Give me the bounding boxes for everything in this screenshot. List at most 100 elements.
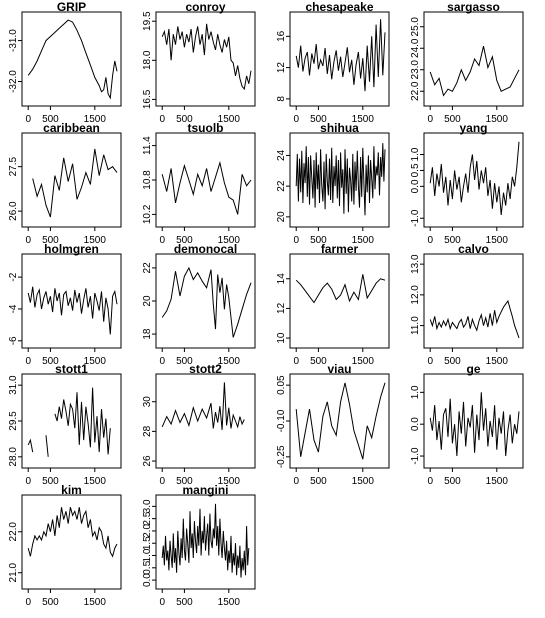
panel-title: shihua — [320, 121, 359, 135]
x-tick-label: 500 — [310, 356, 327, 367]
panel-title: conroy — [185, 0, 225, 14]
plot-frame — [155, 132, 256, 228]
plot-frame — [21, 494, 122, 590]
x-tick-label: 1500 — [486, 114, 509, 125]
x-tick-label: 1500 — [218, 356, 241, 367]
y-tick-label: 25.0 — [410, 17, 421, 37]
plot-frame — [289, 132, 390, 228]
series-line — [27, 286, 118, 335]
panel-caribbean: caribbean 0 500 1500 26.0 27.5 — [8, 121, 122, 246]
plot-frame — [155, 11, 256, 107]
y-tick-label: 0.0 — [142, 573, 153, 587]
y-tick-label: 2.0 — [142, 524, 153, 538]
x-tick-label: 1500 — [352, 356, 375, 367]
x-tick-label: 0 — [25, 356, 31, 367]
y-tick-label: 26.0 — [8, 201, 19, 221]
plot-frame — [21, 253, 122, 349]
y-tick-label: 11.4 — [142, 136, 153, 155]
x-tick-label: 0 — [293, 356, 299, 367]
y-tick-label: 22 — [142, 262, 153, 274]
y-tick-label: 1.0 — [142, 548, 153, 562]
series-line — [295, 382, 386, 460]
panel-title: mangini — [182, 483, 228, 497]
x-tick-label: 0 — [159, 597, 165, 608]
x-tick-label: 500 — [176, 356, 193, 367]
x-tick-label: 0 — [25, 597, 31, 608]
series-line — [161, 160, 252, 215]
panel-title: stott2 — [189, 362, 222, 376]
x-tick-label: 500 — [42, 597, 59, 608]
series-line — [161, 23, 252, 91]
series-line — [161, 382, 245, 430]
y-tick-label: 28.0 — [8, 447, 19, 467]
y-tick-label: -4 — [8, 304, 19, 313]
x-tick-label: 1500 — [218, 235, 241, 246]
y-tick-label: 13.0 — [410, 254, 421, 274]
y-tick-label: 22.0 — [8, 522, 19, 542]
panel-title: stott1 — [55, 362, 88, 376]
y-tick-label: 29.5 — [8, 411, 19, 431]
series-line — [295, 143, 386, 216]
series-line — [27, 507, 118, 558]
y-tick-label: 0.0 — [410, 417, 421, 431]
x-tick-label: 1500 — [84, 114, 107, 125]
y-tick-label: 14 — [276, 273, 287, 285]
panel-sargasso: sargasso 0 500 1500 22.023.0 24.025.0 — [410, 0, 524, 125]
y-tick-label: 10 — [276, 332, 287, 344]
x-tick-label: 500 — [310, 235, 327, 246]
y-tick-label: 24.0 — [410, 38, 421, 58]
series-line — [27, 387, 111, 457]
series-line — [429, 299, 520, 339]
x-tick-label: 0 — [427, 476, 433, 487]
y-tick-label: 12.0 — [410, 285, 421, 305]
panel-shihua: shihua 0 500 1500 20 22 24 — [276, 121, 390, 246]
series-line — [161, 266, 252, 338]
plot-frame — [423, 132, 524, 228]
plot-frame — [289, 373, 390, 469]
y-tick-label: -32.0 — [8, 70, 19, 93]
x-tick-label: 1500 — [352, 114, 375, 125]
x-tick-label: 500 — [444, 356, 461, 367]
panel-title: sargasso — [447, 0, 500, 14]
x-tick-label: 500 — [176, 114, 193, 125]
y-tick-label: 19.5 — [142, 11, 153, 31]
y-tick-label: 12 — [276, 62, 287, 74]
x-tick-label: 500 — [42, 356, 59, 367]
y-tick-label: 11.0 — [410, 316, 421, 335]
x-tick-label: 500 — [310, 114, 327, 125]
x-tick-label: 0 — [25, 114, 31, 125]
y-tick-label: 23.0 — [410, 60, 421, 80]
y-tick-label: 0.0 — [410, 179, 421, 193]
panel-holmgren: holmgren 0 500 1500 -6 -4 -2 — [8, 242, 122, 367]
panel-yang: yang 0 500 1500 -1.0 0.0 0.5 1.0 — [410, 121, 524, 246]
x-tick-label: 500 — [42, 235, 59, 246]
y-tick-label: -2 — [8, 272, 19, 281]
y-tick-label: 22 — [276, 180, 287, 192]
y-tick-label: -0.10 — [276, 409, 287, 432]
panel-tsuolb: tsuolb 0 500 1500 10.2 10.8 11.4 — [142, 121, 256, 246]
x-tick-label: 0 — [25, 476, 31, 487]
x-tick-label: 0 — [159, 235, 165, 246]
plot-frame — [423, 253, 524, 349]
panel-ge: ge 0 500 1500 -1.0 0.0 1.0 — [410, 362, 524, 487]
x-tick-label: 0 — [159, 114, 165, 125]
x-tick-label: 0 — [159, 356, 165, 367]
y-tick-label: 16 — [276, 30, 287, 42]
x-tick-label: 0 — [293, 114, 299, 125]
y-tick-label: -0.25 — [276, 445, 287, 468]
panel-title: calvo — [458, 242, 489, 256]
panel-title: farmer — [321, 242, 359, 256]
y-tick-label: 10.2 — [142, 204, 153, 224]
series-line — [295, 274, 386, 304]
panel-title: ge — [466, 362, 480, 376]
panel-farmer: farmer 0 500 1500 10 12 14 — [276, 242, 390, 367]
x-tick-label: 1500 — [84, 597, 107, 608]
plot-frame — [423, 373, 524, 469]
x-tick-label: 500 — [42, 476, 59, 487]
x-tick-label: 0 — [427, 114, 433, 125]
y-tick-label: 20 — [276, 211, 287, 223]
x-tick-label: 1500 — [218, 597, 241, 608]
y-tick-label: 1.0 — [410, 147, 421, 161]
y-tick-label: 27.5 — [8, 156, 19, 176]
plot-frame — [155, 494, 256, 590]
